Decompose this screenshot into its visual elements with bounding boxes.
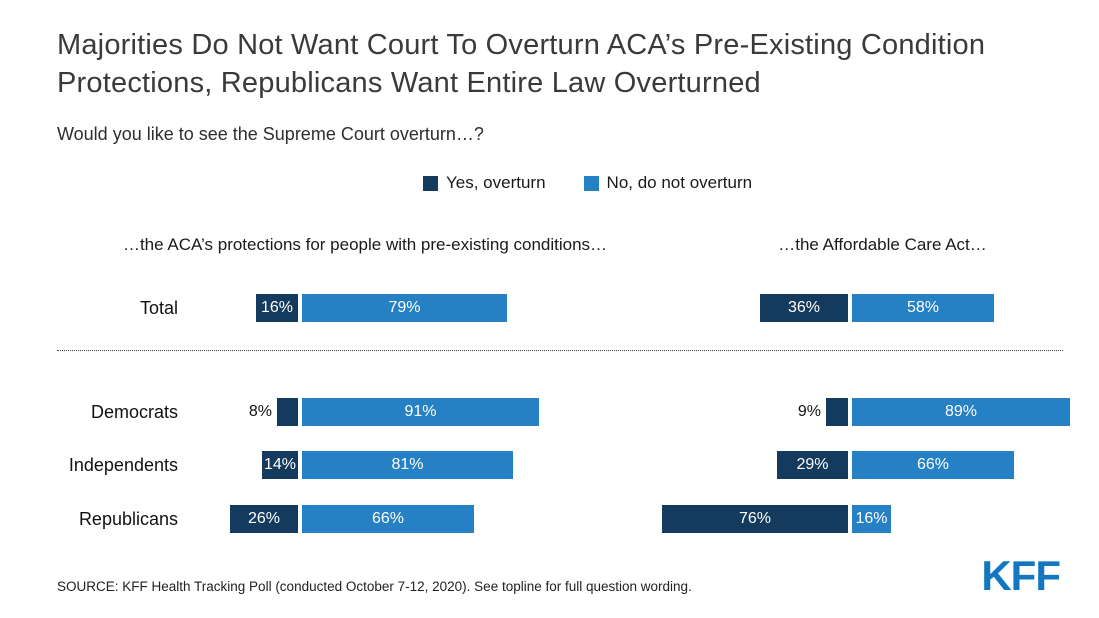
bar-value-label: 66% xyxy=(371,510,405,527)
bar-yes-left-republicans: 26% xyxy=(230,505,298,533)
bar-no-right-democrats: 89% xyxy=(852,398,1070,426)
legend: Yes, overturn No, do not overturn xyxy=(423,173,752,193)
bar-value-label: 76% xyxy=(738,510,772,527)
legend-swatch xyxy=(423,175,438,191)
bar-value-label: 66% xyxy=(916,456,950,473)
row-label-republicans: Republicans xyxy=(78,509,178,529)
bar-yes-left-democrats xyxy=(277,398,298,426)
bar-no-left-independents: 81% xyxy=(302,451,513,479)
bar-value-label: 14% xyxy=(263,456,297,473)
bar-no-right-republicans: 16% xyxy=(852,505,891,533)
bar-no-left-democrats: 91% xyxy=(302,398,539,426)
bar-value-label: 26% xyxy=(247,510,281,527)
bar-no-right-independents: 66% xyxy=(852,451,1014,479)
bar-yes-left-total: 16% xyxy=(256,294,298,322)
divider-dotted xyxy=(57,350,1063,351)
legend-label: Yes, overturn xyxy=(446,173,546,192)
legend-item-yes: Yes, overturn xyxy=(423,173,546,193)
bar-yes-right-republicans: 76% xyxy=(662,505,848,533)
bar-value-label-outside: 8% xyxy=(248,403,272,420)
row-label-independents: Independents xyxy=(68,455,178,475)
chart-subtitle: Would you like to see the Supreme Court … xyxy=(57,124,484,144)
bar-value-label-outside: 9% xyxy=(797,403,821,420)
bar-value-label: 16% xyxy=(855,510,888,527)
bar-no-left-republicans: 66% xyxy=(302,505,474,533)
bar-value-label: 79% xyxy=(388,299,421,316)
legend-label: No, do not overturn xyxy=(606,173,753,192)
bar-value-label: 91% xyxy=(404,403,437,420)
bar-value-label: 89% xyxy=(944,403,978,420)
bar-value-label: 58% xyxy=(906,299,940,316)
legend-swatch xyxy=(583,175,599,191)
bar-yes-right-democrats xyxy=(826,398,848,426)
panel-title-left: …the ACA’s protections for people with p… xyxy=(122,235,608,254)
bar-value-label: 81% xyxy=(391,456,424,473)
bar-yes-left-independents: 14% xyxy=(262,451,298,479)
bar-value-label: 16% xyxy=(260,299,294,316)
panel-title-right: …the Affordable Care Act… xyxy=(778,235,987,254)
bar-yes-right-total: 36% xyxy=(760,294,848,322)
row-label-democrats: Democrats xyxy=(90,402,178,422)
chart-title: Majorities Do Not Want Court To Overturn… xyxy=(57,29,986,100)
bar-yes-right-independents: 29% xyxy=(777,451,848,479)
bar-no-right-total: 58% xyxy=(852,294,994,322)
kff-logo: KFF xyxy=(981,552,1061,599)
source-note: SOURCE: KFF Health Tracking Poll (conduc… xyxy=(57,579,692,594)
bar-value-label: 29% xyxy=(796,456,829,473)
bar-no-left-total: 79% xyxy=(302,294,507,322)
legend-item-no: No, do not overturn xyxy=(583,173,753,193)
bar-value-label: 36% xyxy=(787,299,821,316)
row-label-total: Total xyxy=(139,298,178,318)
